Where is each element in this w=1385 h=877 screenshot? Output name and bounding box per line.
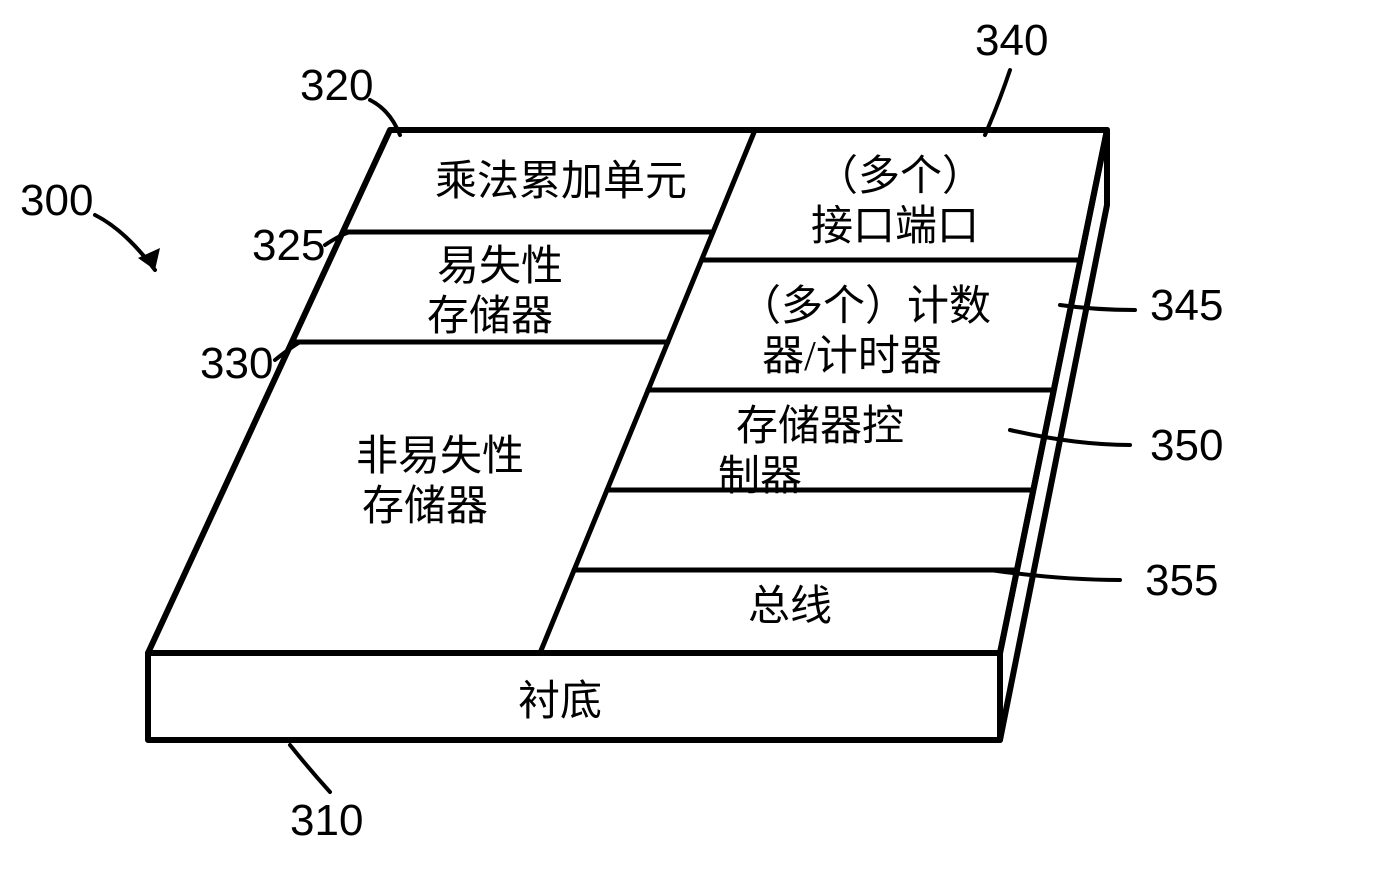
ref-350: 350 <box>1150 421 1223 470</box>
ports-l1: （多个） <box>816 154 984 200</box>
memctrl-l1: 存储器控 <box>736 404 904 450</box>
ref-310: 310 <box>290 796 363 845</box>
ref-340: 340 <box>975 16 1048 65</box>
ports-l2: 接口端口 <box>811 204 979 250</box>
diagram-root: 乘法累加单元 易失性 存储器 非易失性 存储器 （多个） 接口端口 （多个）计数… <box>0 0 1385 877</box>
cell-labels: 乘法累加单元 易失性 存储器 非易失性 存储器 （多个） 接口端口 （多个）计数… <box>356 154 991 725</box>
counters-l1: （多个）计数 <box>739 284 991 330</box>
side-face <box>1000 130 1107 740</box>
leader-320 <box>370 100 400 135</box>
ref-345: 345 <box>1150 281 1223 330</box>
counters-l2: 器/计时器 <box>762 334 942 380</box>
ref-300: 300 <box>20 176 93 225</box>
volatile-l2: 存储器 <box>427 294 553 340</box>
volatile-l1: 易失性 <box>437 244 563 290</box>
bus-label: 总线 <box>748 584 832 630</box>
leader-310 <box>290 745 330 792</box>
leader-340 <box>985 70 1010 135</box>
memctrl-l2: 制器 <box>718 454 802 500</box>
ref-325: 325 <box>252 221 325 270</box>
nonvolatile-l2: 存储器 <box>362 484 488 530</box>
leader-350 <box>1010 430 1130 445</box>
substrate-label: 衬底 <box>518 679 602 725</box>
mac-label: 乘法累加单元 <box>435 159 687 205</box>
ref-355: 355 <box>1145 556 1218 605</box>
leader-355 <box>990 570 1120 580</box>
nonvolatile-l1: 非易失性 <box>356 434 524 480</box>
ref-330: 330 <box>200 339 273 388</box>
side-face-partitions <box>1080 190 1095 260</box>
ref-320: 320 <box>300 61 373 110</box>
